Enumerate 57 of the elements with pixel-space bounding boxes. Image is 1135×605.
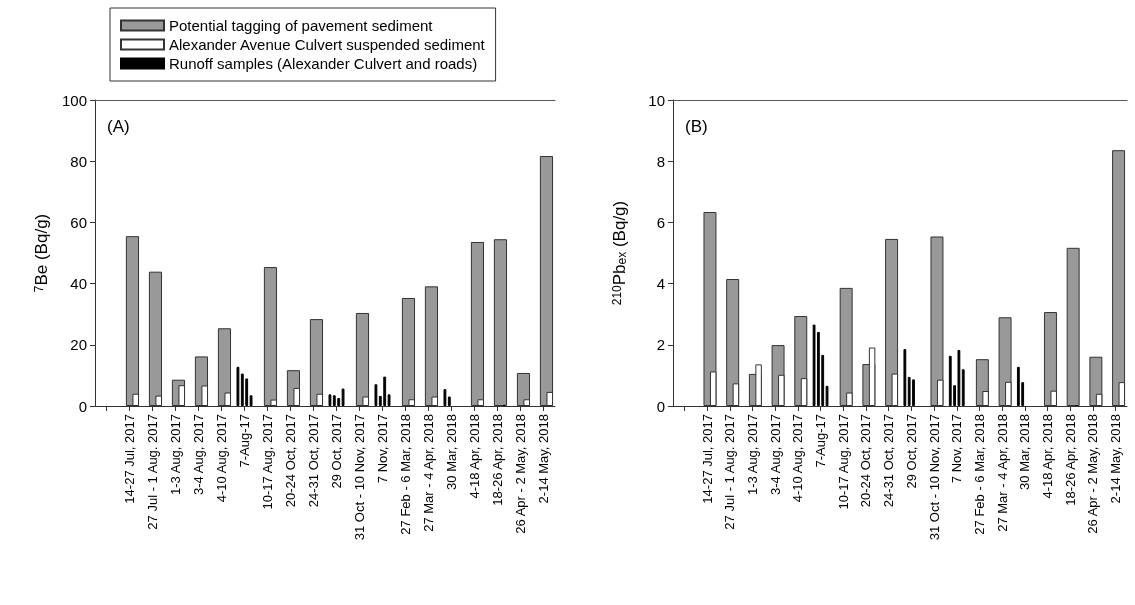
x-tick-label: 3-4 Aug, 2017 xyxy=(767,414,783,495)
y-tick-label: 2 xyxy=(656,336,665,354)
x-tick-label: 29 Oct, 2017 xyxy=(903,414,919,489)
y-axis-title: 7Be (Bq/g) xyxy=(32,213,51,293)
legend-label: Alexander Avenue Culvert suspended sediment xyxy=(169,36,486,53)
x-tick-label: 10-17 Aug, 2017 xyxy=(260,414,275,510)
x-tick-label: 1-3 Aug, 2017 xyxy=(744,414,760,495)
x-tick-label: 4-18 Apr, 2018 xyxy=(1040,414,1056,499)
legend-label: Runoff samples (Alexander Culvert and roads) xyxy=(169,55,478,72)
x-tick-label: 7 Nov, 2017 xyxy=(949,414,965,484)
x-tick-label: 4-18 Apr, 2018 xyxy=(467,414,482,499)
y-tick-label: 40 xyxy=(70,275,87,293)
x-tick-label: 20-24 Oct, 2017 xyxy=(283,414,298,508)
annotation: (B) xyxy=(685,117,708,136)
y-tick-label: 0 xyxy=(78,397,87,415)
y-tick-label: 80 xyxy=(70,152,87,170)
x-tick-label: 14-27 Jul, 2017 xyxy=(699,414,715,504)
x-tick-label: 1-3 Aug, 2017 xyxy=(168,414,183,495)
x-tick-label: 29 Oct, 2017 xyxy=(329,414,344,489)
x-tick-label: 24-31 Oct, 2017 xyxy=(306,414,321,508)
x-tick-label: 27 Jul - 1 Aug. 2017 xyxy=(145,414,160,530)
legend-label: Potential tagging of pavement sediment xyxy=(169,17,434,34)
x-tick-label: 27 Jul - 1 Aug. 2017 xyxy=(722,414,738,530)
x-tick-label: 27 Feb - 6 Mar, 2018 xyxy=(398,414,413,535)
x-tick-label: 7-Aug-17 xyxy=(237,414,252,468)
annotation: (A) xyxy=(107,117,130,136)
y-tick-label: 6 xyxy=(656,213,665,231)
x-tick-label: 31 Oct - 10 Nov, 2017 xyxy=(926,414,942,541)
x-tick-label: 4-10 Aug, 2017 xyxy=(790,414,806,503)
x-tick-label: 4-10 Aug, 2017 xyxy=(214,414,229,503)
x-tick-label: 27 Mar - 4 Apr, 2018 xyxy=(421,414,436,532)
x-tick-label: 2-14 May, 2018 xyxy=(536,414,551,504)
y-tick-label: 20 xyxy=(70,336,87,354)
x-tick-label: 27 Mar - 4 Apr, 2018 xyxy=(994,414,1010,532)
x-tick-label: 14-27 Jul, 2017 xyxy=(122,414,137,504)
x-tick-label: 7-Aug-17 xyxy=(813,414,829,468)
y-tick-label: 60 xyxy=(70,213,87,231)
y-tick-label: 10 xyxy=(648,91,665,109)
x-tick-label: 24-31 Oct, 2017 xyxy=(881,414,897,508)
x-tick-label: 2-14 May, 2018 xyxy=(1108,414,1124,504)
x-tick-label: 3-4 Aug, 2017 xyxy=(191,414,206,495)
y-tick-label: 0 xyxy=(656,397,665,415)
y-tick-label: 8 xyxy=(656,152,665,170)
y-tick-label: 4 xyxy=(656,275,665,293)
x-tick-label: 31 Oct - 10 Nov, 2017 xyxy=(352,414,367,541)
x-tick-label: 18-26 Apr, 2018 xyxy=(490,414,505,506)
x-tick-label: 26 Apr - 2 May, 2018 xyxy=(513,414,528,534)
x-tick-label: 30 Mar, 2018 xyxy=(1017,414,1033,490)
x-tick-label: 30 Mar, 2018 xyxy=(444,414,459,490)
y-tick-label: 100 xyxy=(61,91,87,109)
x-tick-label: 18-26 Apr, 2018 xyxy=(1062,414,1078,506)
x-tick-label: 20-24 Oct, 2017 xyxy=(858,414,874,508)
y-axis-title: 210Pbex (Bq/g) xyxy=(610,200,629,306)
x-tick-label: 26 Apr - 2 May, 2018 xyxy=(1085,414,1101,534)
x-tick-label: 7 Nov, 2017 xyxy=(375,414,390,484)
x-tick-label: 27 Feb - 6 Mar, 2018 xyxy=(971,414,987,535)
x-tick-label: 10-17 Aug, 2017 xyxy=(835,414,851,510)
